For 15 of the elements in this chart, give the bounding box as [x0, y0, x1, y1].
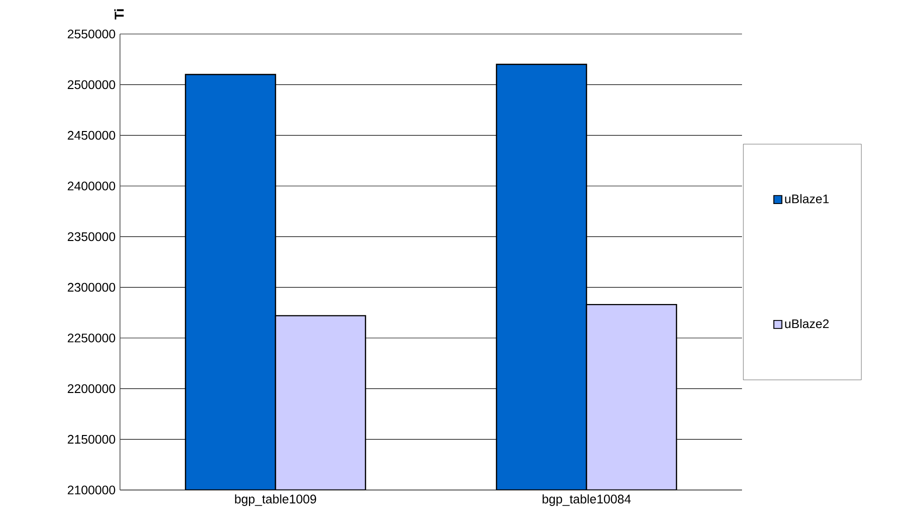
y-tick-label: 2500000 — [68, 80, 116, 90]
y-tick-label: 2300000 — [68, 282, 116, 292]
x-tick-label: bgp_table10084 — [542, 494, 631, 506]
y-tick-label: 2250000 — [68, 334, 116, 342]
y-tick-label: 2150000 — [68, 434, 116, 444]
y-tick-label: 2450000 — [68, 130, 116, 140]
y-axis-title: Ti — [114, 9, 124, 20]
x-tick-label: bgp_table1009 — [235, 494, 316, 506]
y-tick-label: 2100000 — [68, 486, 116, 494]
legend-label: uBlaze1 — [785, 194, 829, 204]
y-tick-label: 2200000 — [68, 384, 116, 394]
y-tick-label: 2550000 — [68, 30, 116, 38]
legend-label: uBlaze2 — [785, 318, 829, 328]
y-tick-label: 2400000 — [68, 182, 116, 190]
y-tick-label: 2350000 — [68, 232, 116, 242]
